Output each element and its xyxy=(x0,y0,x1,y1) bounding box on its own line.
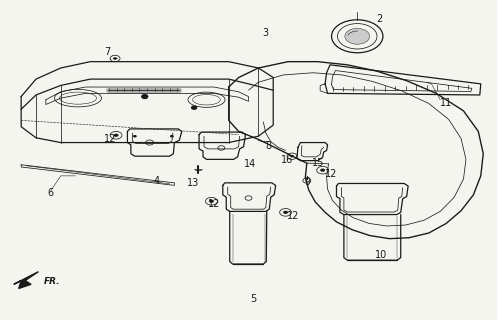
Text: 12: 12 xyxy=(208,199,220,209)
Text: 8: 8 xyxy=(265,141,271,151)
Text: 11: 11 xyxy=(440,98,452,108)
Text: 12: 12 xyxy=(326,169,338,179)
Circle shape xyxy=(113,57,117,60)
Text: 12: 12 xyxy=(287,211,299,220)
Text: 14: 14 xyxy=(244,159,256,169)
Text: 10: 10 xyxy=(375,250,387,260)
Circle shape xyxy=(345,28,370,44)
Circle shape xyxy=(133,135,137,138)
Text: FR.: FR. xyxy=(43,277,60,286)
Circle shape xyxy=(192,106,197,109)
Text: 5: 5 xyxy=(250,294,256,304)
Polygon shape xyxy=(14,272,38,288)
Text: 13: 13 xyxy=(187,178,199,188)
Circle shape xyxy=(290,155,294,157)
Text: 2: 2 xyxy=(376,14,383,24)
Circle shape xyxy=(170,135,174,138)
Circle shape xyxy=(283,211,288,214)
Text: 3: 3 xyxy=(263,28,269,38)
Text: 16: 16 xyxy=(281,155,293,165)
Text: 6: 6 xyxy=(48,188,54,198)
Circle shape xyxy=(142,95,148,99)
Circle shape xyxy=(209,200,214,203)
Circle shape xyxy=(320,169,325,172)
Text: 12: 12 xyxy=(104,134,116,144)
Circle shape xyxy=(114,134,118,137)
Text: 15: 15 xyxy=(312,158,324,168)
Text: 4: 4 xyxy=(154,176,160,186)
Text: 7: 7 xyxy=(104,47,111,57)
Text: 9: 9 xyxy=(305,177,311,187)
